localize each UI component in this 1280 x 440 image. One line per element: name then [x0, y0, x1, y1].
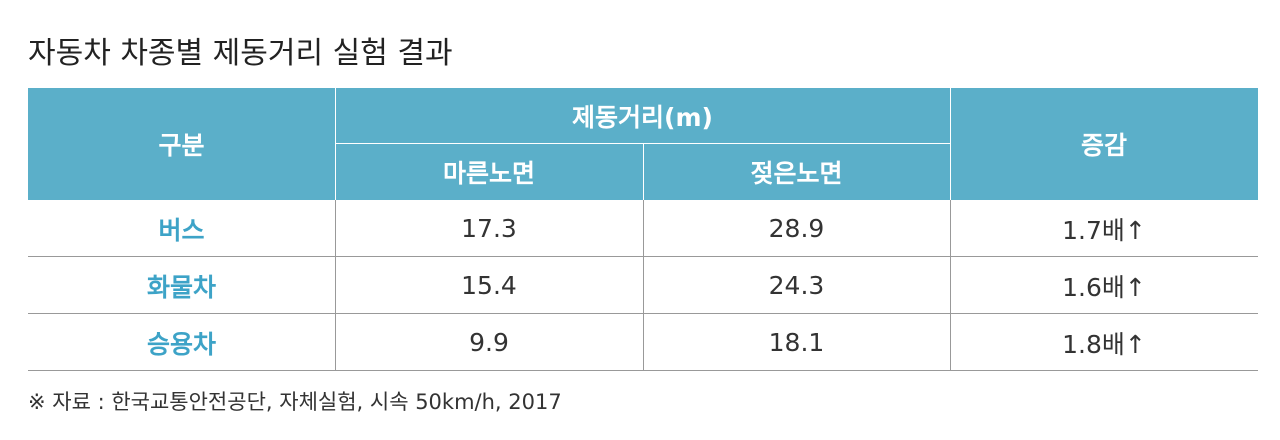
- col-divider: [643, 257, 644, 314]
- cell: 18.1: [768, 328, 825, 357]
- header-divider: [335, 143, 950, 144]
- header-divider: [950, 88, 951, 200]
- cell: 9.9: [469, 328, 509, 357]
- col-divider: [950, 257, 951, 314]
- cell: 15.4: [461, 271, 517, 300]
- header-cell: 구분: [28, 88, 335, 200]
- cell: 17.3: [461, 214, 517, 243]
- row-label: 화물차: [146, 272, 216, 302]
- cell: 24.3: [768, 271, 825, 300]
- cell: 1.8배↑: [1062, 329, 1146, 359]
- header-cell: 마른노면: [335, 144, 643, 200]
- cell: 1.6배↑: [1062, 272, 1146, 302]
- header-cell: 제동거리(m): [335, 88, 950, 144]
- col-divider: [950, 200, 951, 257]
- col-divider: [950, 314, 951, 371]
- cell: 28.9: [768, 214, 825, 243]
- col-divider: [335, 314, 336, 371]
- source: ※ 자료 : 한국교통안전공단, 자체실험, 시속 50km/h, 2017: [28, 390, 562, 414]
- header-divider: [643, 144, 644, 200]
- row-label: 버스: [158, 215, 205, 245]
- header-cell: 증감: [950, 88, 1258, 200]
- col-divider: [335, 200, 336, 257]
- col-divider: [643, 200, 644, 257]
- header-divider: [335, 88, 336, 200]
- col-divider: [643, 314, 644, 371]
- cell: 1.7배↑: [1062, 215, 1146, 245]
- col-divider: [335, 257, 336, 314]
- row-label: 승용차: [146, 329, 216, 359]
- title: 자동차 차종별 제동거리 실험 결과: [28, 36, 453, 71]
- header-cell: 젖은노면: [643, 144, 950, 200]
